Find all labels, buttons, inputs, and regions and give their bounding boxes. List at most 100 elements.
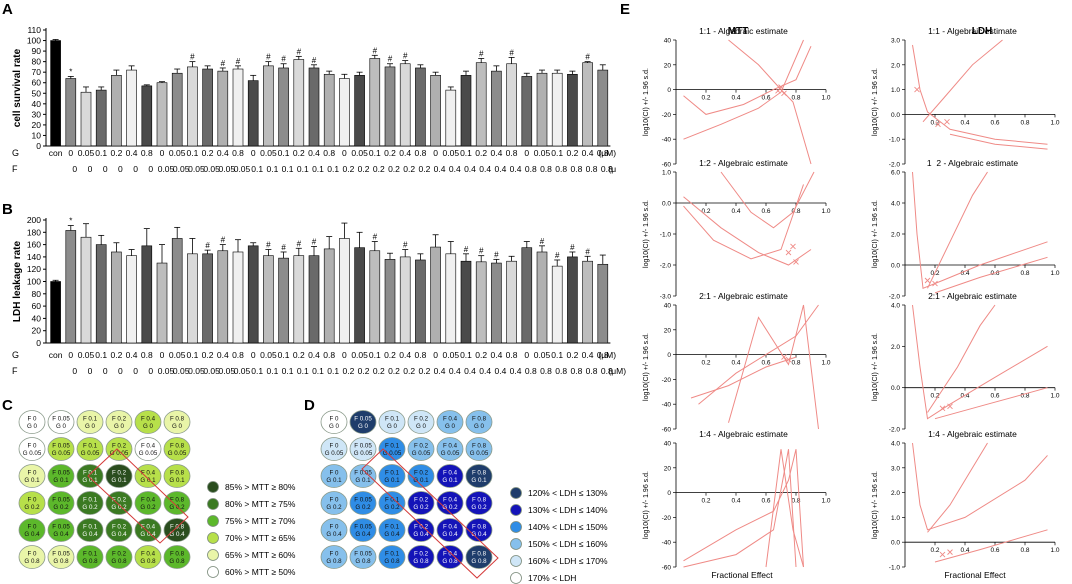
legend-label: 120% < LDH ≤ 130% [528, 488, 608, 498]
f-tick-label: 0.2 [418, 164, 430, 174]
f-tick-label: 0.2 [342, 366, 354, 376]
ci-curve [690, 356, 797, 399]
g-tick-label: 0.2 [110, 350, 122, 360]
plot-x-tick-label: 0.8 [791, 208, 800, 215]
ci-point [947, 549, 953, 555]
cell-label-f: F 0.2 [414, 551, 429, 558]
cell-label-g: G 0.05 [325, 450, 344, 457]
legend-label: 150% < LDH ≤ 160% [528, 539, 608, 549]
cell-label-g: G 0 [172, 423, 183, 430]
bar [354, 75, 365, 147]
significance-marker: # [464, 245, 469, 254]
bar [202, 253, 213, 344]
cell-label-f: F 0.8 [472, 551, 487, 558]
g-tick-label: 0.1 [278, 350, 290, 360]
f-tick-label: 0.8 [586, 366, 598, 376]
bar [156, 82, 168, 147]
cell-label-g: G 0.8 [140, 558, 156, 565]
ci-curve [720, 171, 815, 229]
plot-y-tick-label: 3.0 [891, 38, 900, 45]
cell-label-g: G 0.05 [354, 450, 373, 457]
y-tick-label: 10 [32, 130, 42, 140]
cell-label-f: F 0.05 [354, 443, 372, 450]
f-tick-label: 0.05 [173, 164, 190, 174]
cell-label-f: F 0.2 [414, 443, 429, 450]
significance-marker: # [585, 247, 590, 256]
significance-marker: # [281, 55, 286, 64]
panel-letter-d: D [304, 397, 315, 414]
f-tick-label: 0.1 [282, 366, 294, 376]
f-tick-label: 0.05 [188, 366, 205, 376]
f-tick-label: 0.4 [510, 164, 522, 174]
g-tick-label: con [49, 350, 63, 360]
cell-label-f: F 0.05 [354, 524, 372, 531]
cell-label-g: G 0.2 [326, 504, 342, 511]
f-tick-label: 0.2 [358, 164, 370, 174]
cell-label-g: G 0.4 [53, 531, 69, 538]
f-tick-label: 0.05 [234, 164, 251, 174]
f-tick-label: 0.1 [297, 164, 309, 174]
y-tick-label: 50 [32, 88, 42, 98]
y-tick-label: 40 [32, 313, 42, 323]
bar [323, 73, 335, 147]
legend-swatch [207, 498, 219, 510]
g-tick-label: 0.8 [506, 148, 518, 158]
f-tick-label: 0.8 [601, 366, 613, 376]
g-tick-label: 0.05 [443, 350, 460, 360]
combo-cell [320, 410, 348, 434]
bar [95, 89, 107, 147]
g-tick-label: 0.1 [186, 350, 198, 360]
f-tick-label: 0.05 [188, 164, 205, 174]
ci-plot: 1:4 - Algebraic estimate 40 20 0 -20 -40 -60 0.… [643, 429, 831, 572]
g-tick-label: 0.8 [232, 350, 244, 360]
f-unit-label: (μ [608, 164, 616, 174]
legend-swatch [207, 549, 219, 561]
bar [536, 72, 548, 147]
bar [156, 262, 168, 344]
bar [551, 265, 563, 344]
bar [80, 91, 92, 147]
g-tick-label: 0.05 [78, 350, 95, 360]
combo-cell [105, 491, 133, 515]
cell-label-g: G 0.1 [82, 477, 98, 484]
combo-cell [163, 410, 191, 434]
plot-y-tick-label: -20 [662, 377, 672, 384]
plot-x-tick-label: 0.4 [731, 498, 740, 505]
cell-label-f: F 0.2 [414, 416, 429, 423]
significance-marker: # [540, 237, 545, 246]
combo-cell [465, 410, 493, 434]
f-tick-label: 0.05 [173, 366, 190, 376]
highlight-diamond [361, 448, 499, 579]
cell-label-f: F 0.1 [385, 416, 400, 423]
plot-y-tick-label: 20 [664, 62, 672, 69]
bar [521, 76, 533, 147]
g-tick-label: 0.4 [582, 148, 594, 158]
ci-point [932, 280, 938, 287]
cell-label-f: F 0.8 [170, 497, 185, 504]
y-axis-label: cell survival rate [12, 48, 23, 127]
g-tick-label: 0.8 [232, 148, 244, 158]
significance-marker: # [479, 49, 484, 58]
significance-marker: # [205, 241, 210, 250]
g-tick-label: 0.2 [110, 148, 122, 158]
plot-x-tick-label: 1.0 [1050, 119, 1059, 126]
ci-curve [949, 133, 1048, 150]
y-tick-label: 40 [32, 99, 42, 109]
plot-y-tick-label: 0.0 [891, 112, 900, 119]
ci-plot: 1:2 - Algebraic estimate 1.0 0.0 -1.0 -2.0 -3… [643, 158, 831, 301]
combo-cell [349, 464, 377, 488]
combo-cell [18, 464, 46, 488]
legend-label: 65% > MTT ≥ 60% [225, 550, 296, 560]
combo-cell [47, 491, 75, 515]
combo-cell [320, 437, 348, 461]
bar [551, 72, 563, 147]
bar [202, 68, 213, 147]
cell-label-g: G 0 [27, 423, 38, 430]
bar [111, 75, 122, 147]
cell-label-f: F 0.05 [354, 470, 372, 477]
cell-label-g: G 0.8 [355, 558, 371, 565]
ci-curve [683, 196, 812, 266]
cell-label-g: G 0 [387, 423, 398, 430]
cell-label-f: F 0 [28, 470, 37, 477]
